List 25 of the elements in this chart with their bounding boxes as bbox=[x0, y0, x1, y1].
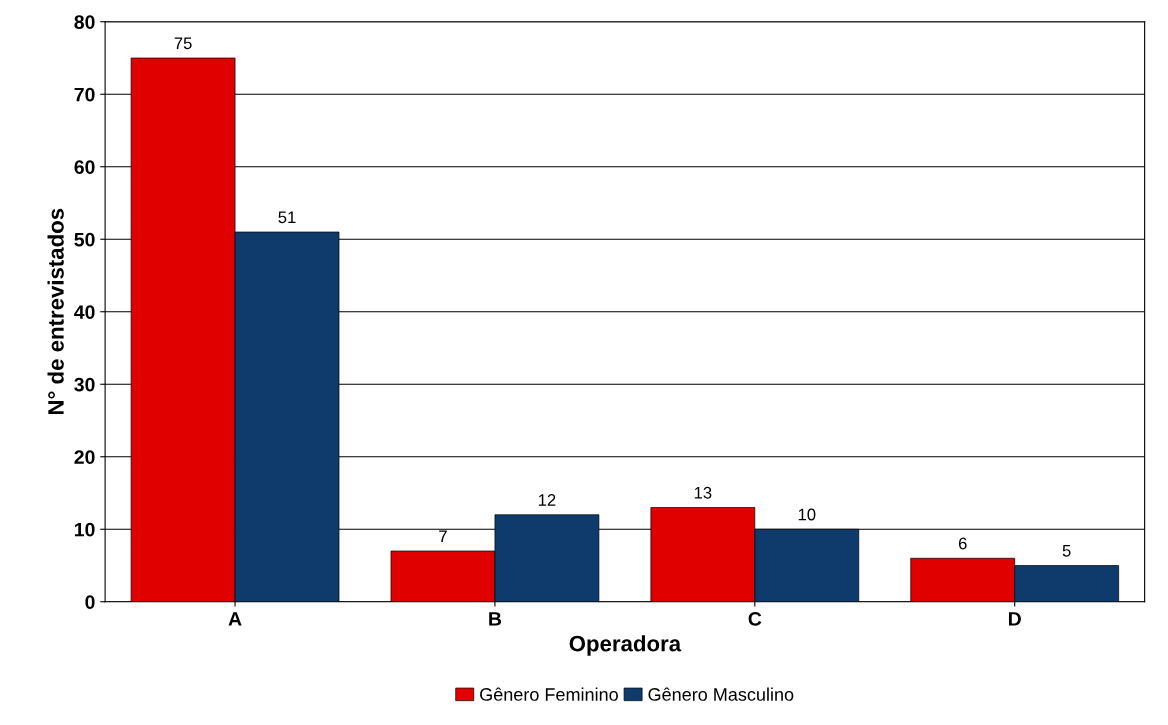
data-label: 13 bbox=[694, 486, 712, 499]
x-tick-label: C bbox=[748, 611, 762, 626]
y-tick-label: 30 bbox=[74, 377, 95, 392]
y-tick-label: 0 bbox=[85, 595, 95, 609]
data-label: 5 bbox=[1062, 545, 1071, 557]
y-tick-label: 60 bbox=[74, 160, 95, 174]
data-label: 7 bbox=[439, 530, 447, 542]
y-axis-title: N° de entrevistados bbox=[47, 208, 64, 415]
data-label: 51 bbox=[278, 211, 296, 224]
y-tick-label: 40 bbox=[74, 305, 95, 319]
data-label: 6 bbox=[958, 537, 967, 550]
x-tick-label: A bbox=[228, 612, 242, 626]
legend-label: Gênero Feminino bbox=[480, 687, 618, 701]
y-tick-label: 80 bbox=[74, 15, 95, 29]
x-tick-label: D bbox=[1008, 612, 1021, 626]
data-label: 75 bbox=[174, 37, 192, 50]
y-tick-label: 20 bbox=[74, 450, 95, 464]
y-tick-label: 70 bbox=[74, 87, 95, 102]
x-tick-label: B bbox=[489, 612, 502, 626]
data-label: 10 bbox=[798, 508, 816, 521]
x-axis-title: Operadora bbox=[569, 635, 682, 656]
y-tick-label: 10 bbox=[75, 522, 95, 537]
legend-label: Gênero Masculino bbox=[648, 687, 794, 701]
data-label: 12 bbox=[538, 494, 556, 506]
y-tick-label: 50 bbox=[74, 232, 95, 247]
